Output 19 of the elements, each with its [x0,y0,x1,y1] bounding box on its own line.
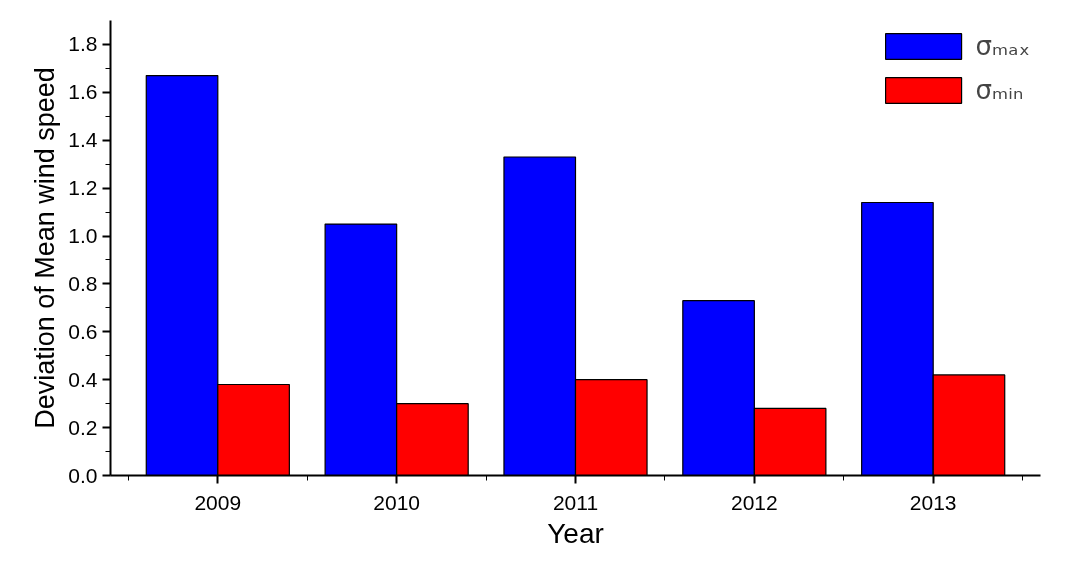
x-tick-label: 2013 [909,490,957,514]
legend-label: σₘᵢₙ [975,75,1024,105]
x-tick-label: 2012 [730,490,778,514]
y-tick-label: 1.0 [68,224,98,248]
legend-label: σₘₐₓ [975,31,1030,61]
y-tick-label: 1.6 [68,80,98,104]
y-tick-label: 0.6 [68,319,98,343]
x-axis-title: Year [547,517,604,549]
x-tick-label: 2010 [373,490,421,514]
y-tick-label: 1.8 [68,32,98,56]
x-tick-label: 2011 [552,490,599,514]
y-tick-label: 0.4 [68,367,98,391]
x-tick-label: 2009 [194,490,242,514]
y-tick-label: 0.8 [68,271,98,295]
y-tick-label: 1.4 [68,128,98,152]
y-axis-title: Deviation of Mean wind speed [30,67,61,429]
y-tick-label: 0.0 [68,463,98,487]
y-tick-label: 1.2 [68,176,98,200]
y-tick-label: 0.2 [68,415,98,439]
